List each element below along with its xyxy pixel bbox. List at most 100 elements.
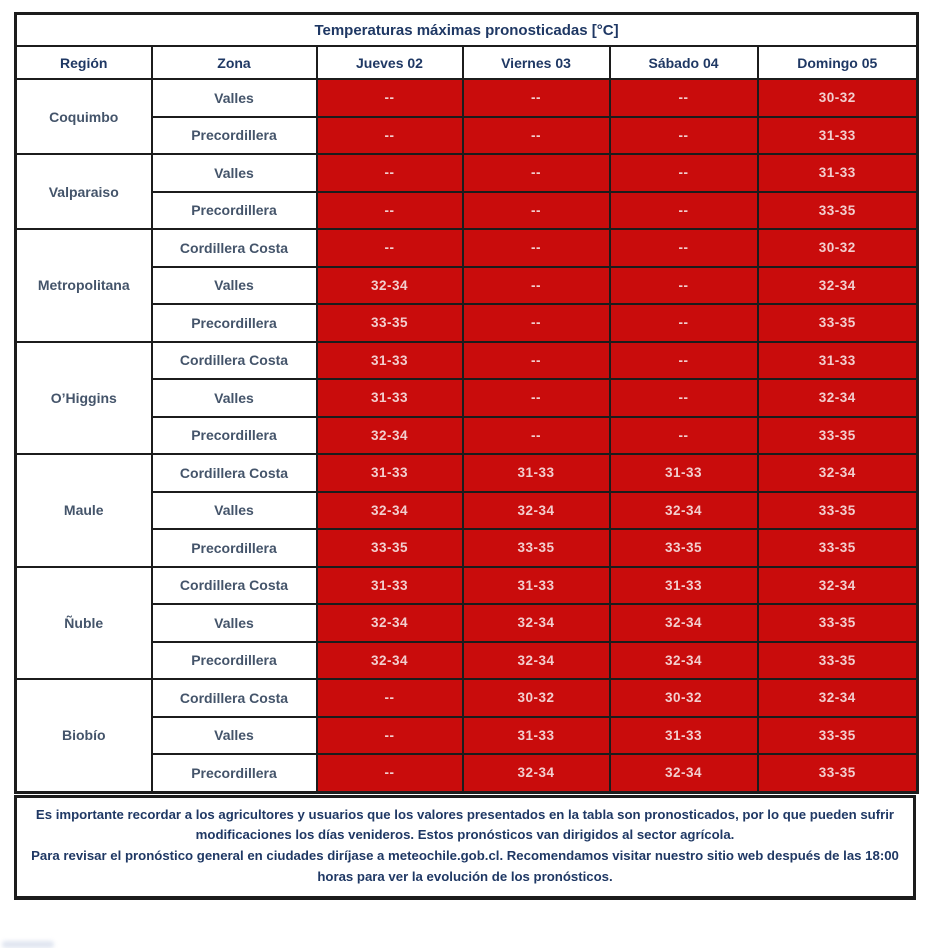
temp-cell: 33-35 [608, 528, 759, 568]
zone-cell: Precordillera [150, 190, 318, 230]
table-header-row: Región Zona Jueves 02 Viernes 03 Sábado … [14, 45, 919, 80]
table-row: Precordillera 33-35 33-35 33-35 33-35 [16, 528, 919, 568]
temp-cell: -- [608, 265, 759, 305]
temp-cell: 33-35 [315, 303, 464, 343]
temp-cell: -- [461, 378, 611, 418]
zone-cell: Precordillera [150, 303, 318, 343]
table-row: O’Higgins Cordillera Costa 31-33 -- -- 31-33 [14, 340, 919, 455]
table-row: Maule Cordillera Costa 31-33 31-33 31-33 32-3… [14, 453, 919, 568]
temp-cell: 31-33 [608, 565, 759, 605]
temp-cell: 31-33 [756, 340, 919, 380]
table-title: Temperaturas máximas pronosticadas [°C] [14, 12, 919, 47]
zone-cell: Cordillera Costa [150, 228, 318, 268]
column-header-sabado: Sábado 04 [608, 45, 759, 80]
table-row: Precordillera 32-34 -- -- 33-35 [16, 415, 919, 455]
region-cell: Valparaiso [14, 153, 153, 230]
temp-cell: 33-35 [461, 528, 611, 568]
table-row: Precordillera -- 32-34 32-34 33-35 [16, 753, 919, 793]
temp-cell: -- [315, 190, 464, 230]
column-header-jueves: Jueves 02 [315, 45, 464, 80]
temp-cell: 31-33 [315, 340, 464, 380]
temp-cell: -- [608, 378, 759, 418]
temp-cell: -- [461, 228, 611, 268]
temp-cell: -- [608, 78, 759, 118]
region-cell: Maule [14, 453, 153, 568]
column-header-viernes: Viernes 03 [461, 45, 611, 80]
temp-cell: 30-32 [608, 678, 759, 718]
zone-cell: Cordillera Costa [150, 678, 318, 718]
zone-cell: Valles [150, 78, 318, 118]
temp-cell: -- [608, 415, 759, 455]
zone-cell: Valles [150, 603, 318, 643]
temp-cell: 31-33 [461, 715, 611, 755]
temp-cell: 32-34 [756, 378, 919, 418]
temp-cell: -- [608, 228, 759, 268]
zone-cell: Valles [150, 153, 318, 193]
table-row: Precordillera -- -- -- 31-33 [16, 115, 919, 155]
column-header-zona: Zona [150, 45, 318, 80]
temp-cell: -- [315, 153, 464, 193]
table-row: Ñuble Cordillera Costa 31-33 31-33 31-33 32-3… [14, 565, 919, 680]
temp-cell: 32-34 [315, 415, 464, 455]
region-cell: O’Higgins [14, 340, 153, 455]
temp-cell: -- [608, 303, 759, 343]
temp-cell: -- [608, 153, 759, 193]
temp-cell: 33-35 [756, 415, 919, 455]
table-row: Precordillera 33-35 -- -- 33-35 [16, 303, 919, 343]
temp-cell: 33-35 [756, 528, 919, 568]
temp-cell: -- [315, 78, 464, 118]
temp-cell: -- [315, 753, 464, 793]
temp-cell: -- [461, 115, 611, 155]
temp-cell: 32-34 [608, 640, 759, 680]
temp-cell: 32-34 [315, 640, 464, 680]
region-cell: Biobío [14, 678, 153, 793]
temp-cell: 31-33 [756, 115, 919, 155]
table-row: Valles -- 31-33 31-33 33-35 [16, 715, 919, 755]
region-cell: Ñuble [14, 565, 153, 680]
column-header-region: Región [14, 45, 153, 80]
temp-cell: 30-32 [756, 78, 919, 118]
temp-cell: 32-34 [608, 603, 759, 643]
table-row: Valles 32-34 32-34 32-34 33-35 [16, 603, 919, 643]
table-row: Precordillera -- -- -- 33-35 [16, 190, 919, 230]
temp-cell: -- [461, 303, 611, 343]
zone-cell: Valles [150, 378, 318, 418]
temp-cell: -- [608, 115, 759, 155]
temp-cell: 32-34 [461, 490, 611, 530]
forecast-bulletin: Temperaturas máximas pronosticadas [°C] … [14, 12, 920, 900]
footer-note: Es importante recordar a los agricultore… [14, 794, 916, 900]
temp-cell: 32-34 [315, 265, 464, 305]
forecast-table-body: Coquimbo Valles -- -- -- 30-32 Precordillera --… [14, 78, 919, 793]
table-row: Coquimbo Valles -- -- -- 30-32 [14, 78, 919, 155]
temp-cell: -- [461, 265, 611, 305]
temp-cell: 32-34 [756, 265, 919, 305]
temp-cell: 30-32 [461, 678, 611, 718]
temp-cell: -- [461, 415, 611, 455]
table-row: Valles 32-34 -- -- 32-34 [16, 265, 919, 305]
zone-cell: Cordillera Costa [150, 340, 318, 380]
temp-cell: 31-33 [461, 565, 611, 605]
table-row: Valparaiso Valles -- -- -- 31-33 [14, 153, 919, 230]
temp-cell: 32-34 [315, 490, 464, 530]
temp-cell: -- [461, 153, 611, 193]
zone-cell: Precordillera [150, 115, 318, 155]
temp-cell: 32-34 [756, 565, 919, 605]
zone-cell: Precordillera [150, 753, 318, 793]
temp-cell: 33-35 [756, 715, 919, 755]
temp-cell: -- [461, 340, 611, 380]
temp-cell: -- [608, 340, 759, 380]
zone-cell: Valles [150, 715, 318, 755]
temp-cell: -- [608, 190, 759, 230]
temp-cell: 33-35 [756, 190, 919, 230]
temp-cell: -- [315, 115, 464, 155]
table-row: Metropolitana Cordillera Costa -- -- -- 30-32 [14, 228, 919, 343]
temp-cell: -- [315, 678, 464, 718]
temp-cell: 33-35 [756, 303, 919, 343]
temp-cell: 33-35 [756, 490, 919, 530]
temp-cell: 30-32 [756, 228, 919, 268]
temp-cell: 32-34 [461, 603, 611, 643]
region-cell: Metropolitana [14, 228, 153, 343]
column-header-domingo: Domingo 05 [756, 45, 919, 80]
temp-cell: 33-35 [756, 640, 919, 680]
